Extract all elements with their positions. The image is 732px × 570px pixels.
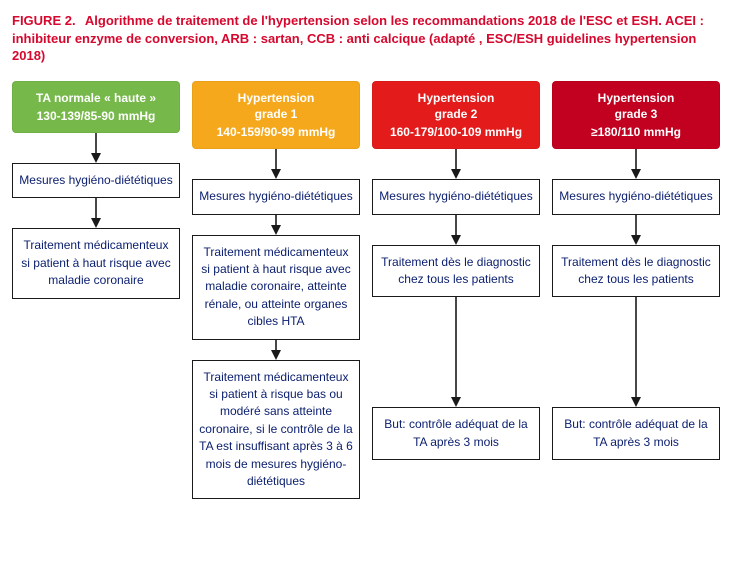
step-box: Traitement médicamenteux si patient à ha…: [12, 228, 180, 298]
down-arrow-icon: [12, 198, 180, 228]
column-header-line: Hypertension: [199, 90, 353, 106]
flowchart-columns: TA normale « haute » 130-139/85-90 mmHg M…: [12, 81, 720, 500]
down-arrow-icon: [552, 149, 720, 179]
down-arrow-icon: [192, 215, 360, 235]
step-box: Traitement médicamenteux si patient à ri…: [192, 360, 360, 500]
down-arrow-icon: [372, 297, 540, 407]
flow-column-1: TA normale « haute » 130-139/85-90 mmHg M…: [12, 81, 180, 299]
column-header-line: Hypertension: [559, 90, 713, 106]
step-box: Traitement dès le diagnostic chez tous l…: [552, 245, 720, 298]
step-box: But: contrôle adéquat de la TA après 3 m…: [372, 407, 540, 460]
step-box: Mesures hygiéno-diététiques: [372, 179, 540, 214]
column-header-line: 140-159/90-99 mmHg: [199, 124, 353, 140]
column-header-line: grade 1: [199, 106, 353, 122]
down-arrow-icon: [192, 149, 360, 179]
flow-column-2: Hypertensiongrade 1 140-159/90-99 mmHg Me…: [192, 81, 360, 500]
figure-header: FIGURE 2. Algorithme de traitement de l'…: [12, 12, 720, 65]
column-header-title: TA normale « haute »: [19, 90, 173, 106]
flow-column-3: Hypertensiongrade 2160-179/100-109 mmHg …: [372, 81, 540, 461]
column-header-line: ≥180/110 mmHg: [559, 124, 713, 140]
column-header: TA normale « haute » 130-139/85-90 mmHg: [12, 81, 180, 133]
column-header-line: 160-179/100-109 mmHg: [379, 124, 533, 140]
down-arrow-icon: [372, 215, 540, 245]
column-header: Hypertensiongrade 1 140-159/90-99 mmHg: [192, 81, 360, 150]
step-box: Mesures hygiéno-diététiques: [552, 179, 720, 214]
step-box: Mesures hygiéno-diététiques: [12, 163, 180, 198]
column-header: Hypertensiongrade 2 160-179/100-109 mmHg: [372, 81, 540, 150]
column-header: Hypertensiongrade 3 ≥180/110 mmHg: [552, 81, 720, 150]
step-box: Mesures hygiéno-diététiques: [192, 179, 360, 214]
down-arrow-icon: [552, 297, 720, 407]
down-arrow-icon: [192, 340, 360, 360]
column-header-line: grade 3: [559, 106, 713, 122]
step-box: But: contrôle adéquat de la TA après 3 m…: [552, 407, 720, 460]
column-header-line: Hypertension: [379, 90, 533, 106]
down-arrow-icon: [552, 215, 720, 245]
flow-column-4: Hypertensiongrade 3 ≥180/110 mmHg Mesures…: [552, 81, 720, 461]
step-box: Traitement médicamenteux si patient à ha…: [192, 235, 360, 340]
column-header-range: 130-139/85-90 mmHg: [19, 108, 173, 124]
column-header-line: grade 2: [379, 106, 533, 122]
down-arrow-icon: [372, 149, 540, 179]
down-arrow-icon: [12, 133, 180, 163]
figure-title: Algorithme de traitement de l'hypertensi…: [12, 13, 704, 63]
step-box: Traitement dès le diagnostic chez tous l…: [372, 245, 540, 298]
figure-label: FIGURE 2.: [12, 13, 76, 28]
